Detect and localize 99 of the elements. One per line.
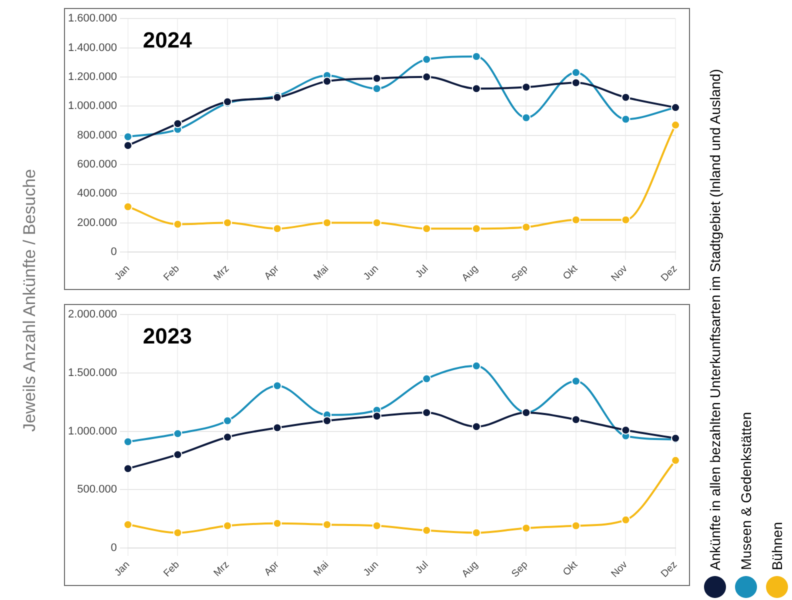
- x-tick-label: Aug: [460, 559, 480, 580]
- point: [621, 426, 630, 435]
- point: [571, 68, 580, 78]
- y-tick-label: 0: [110, 542, 117, 554]
- point: [422, 224, 432, 234]
- point: [123, 140, 132, 150]
- point: [571, 415, 580, 424]
- point: [123, 202, 132, 212]
- x-tick-label: Jan: [112, 263, 132, 283]
- y-tick-label: 1.200.000: [68, 70, 117, 83]
- x-tick-label: Nov: [609, 559, 630, 580]
- point: [472, 224, 481, 234]
- point: [173, 220, 182, 229]
- point: [322, 416, 332, 426]
- y-tick-label: 500.000: [77, 484, 117, 496]
- point: [272, 423, 282, 432]
- point: [123, 437, 132, 446]
- y-tick-label: 1.000.000: [68, 425, 117, 438]
- x-tick-label: Sep: [510, 263, 531, 284]
- point: [222, 416, 232, 426]
- x-tick-label: Jun: [362, 263, 381, 283]
- point: [571, 521, 580, 530]
- point: [422, 54, 432, 64]
- point: [472, 528, 481, 538]
- point: [173, 119, 182, 128]
- y-tick-label: 1.500.000: [68, 366, 117, 379]
- point: [173, 429, 182, 438]
- x-tick-label: Mai: [312, 263, 332, 283]
- text: Ankünfte in allen bezahlten Unterkunftsarten im Stadtgebiet (Inland und Ausland): [706, 68, 722, 570]
- point: [522, 113, 531, 122]
- point: [123, 464, 132, 474]
- x-tick-label: Dez: [659, 263, 680, 284]
- point: [322, 520, 332, 530]
- chart-title: 2024: [142, 28, 193, 53]
- y-axis-title: Jeweils Anzahl Ankünfte / Besuche: [20, 168, 40, 432]
- x-tick-label: Mai: [312, 559, 332, 579]
- y-tick-label: 0: [110, 246, 117, 258]
- point: [571, 376, 580, 386]
- point: [322, 76, 332, 86]
- point: [422, 374, 432, 384]
- point: [372, 84, 382, 94]
- x-tick-label: Nov: [609, 263, 630, 284]
- y-tick-label: 600.000: [77, 158, 117, 170]
- x-tick-label: Apr: [262, 262, 282, 282]
- point: [571, 215, 580, 224]
- point: [272, 224, 282, 234]
- point: [472, 84, 481, 94]
- text: Bühnen: [768, 522, 784, 570]
- point: [472, 361, 481, 370]
- y-tick-label: 1.600.000: [68, 12, 117, 25]
- x-tick-label: Jun: [362, 559, 381, 579]
- point: [372, 412, 382, 421]
- point: [372, 74, 382, 83]
- point: [173, 450, 182, 460]
- point: [272, 518, 282, 528]
- point: [422, 408, 432, 418]
- x-tick-label: Jul: [414, 263, 431, 280]
- text: Museen & Gedenkstätten: [738, 412, 754, 570]
- point: [522, 222, 531, 232]
- x-tick-label: Sep: [510, 559, 531, 580]
- point: [372, 218, 382, 228]
- point: [422, 72, 432, 82]
- point: [422, 526, 432, 535]
- x-tick-label: Jan: [112, 559, 132, 579]
- point: [372, 521, 382, 530]
- x-tick-label: Mrz: [212, 559, 232, 580]
- point: [123, 132, 132, 142]
- point: [621, 92, 630, 102]
- point: [472, 422, 481, 432]
- x-tick-label: Apr: [262, 558, 282, 578]
- point: [222, 432, 232, 442]
- x-tick-label: Okt: [561, 559, 580, 578]
- x-tick-label: Feb: [162, 263, 182, 284]
- point: [173, 528, 182, 538]
- y-tick-label: 1.400.000: [68, 42, 117, 54]
- y-tick-label: 1.000.000: [68, 100, 117, 112]
- point: [123, 520, 132, 530]
- point: [621, 215, 630, 224]
- y-tick-label: 2.000.000: [68, 308, 117, 321]
- y-tick-label: 200.000: [77, 216, 117, 229]
- x-tick-label: Dez: [659, 559, 680, 580]
- point: [621, 114, 630, 124]
- x-tick-label: Jul: [414, 559, 431, 576]
- point: [522, 82, 531, 92]
- point: [222, 521, 232, 530]
- point: [322, 218, 332, 228]
- point: [472, 52, 481, 62]
- chart-title: 2023: [142, 324, 192, 349]
- x-tick-label: Okt: [561, 263, 580, 282]
- point: [621, 515, 630, 524]
- point: [222, 218, 232, 228]
- x-tick-label: Aug: [460, 263, 480, 284]
- x-tick-label: Mrz: [212, 263, 232, 284]
- point: [571, 78, 580, 88]
- point: [272, 381, 282, 390]
- y-tick-label: 400.000: [77, 188, 117, 200]
- y-tick-label: 800.000: [77, 129, 117, 142]
- point: [522, 524, 531, 533]
- x-tick-label: Feb: [162, 559, 182, 580]
